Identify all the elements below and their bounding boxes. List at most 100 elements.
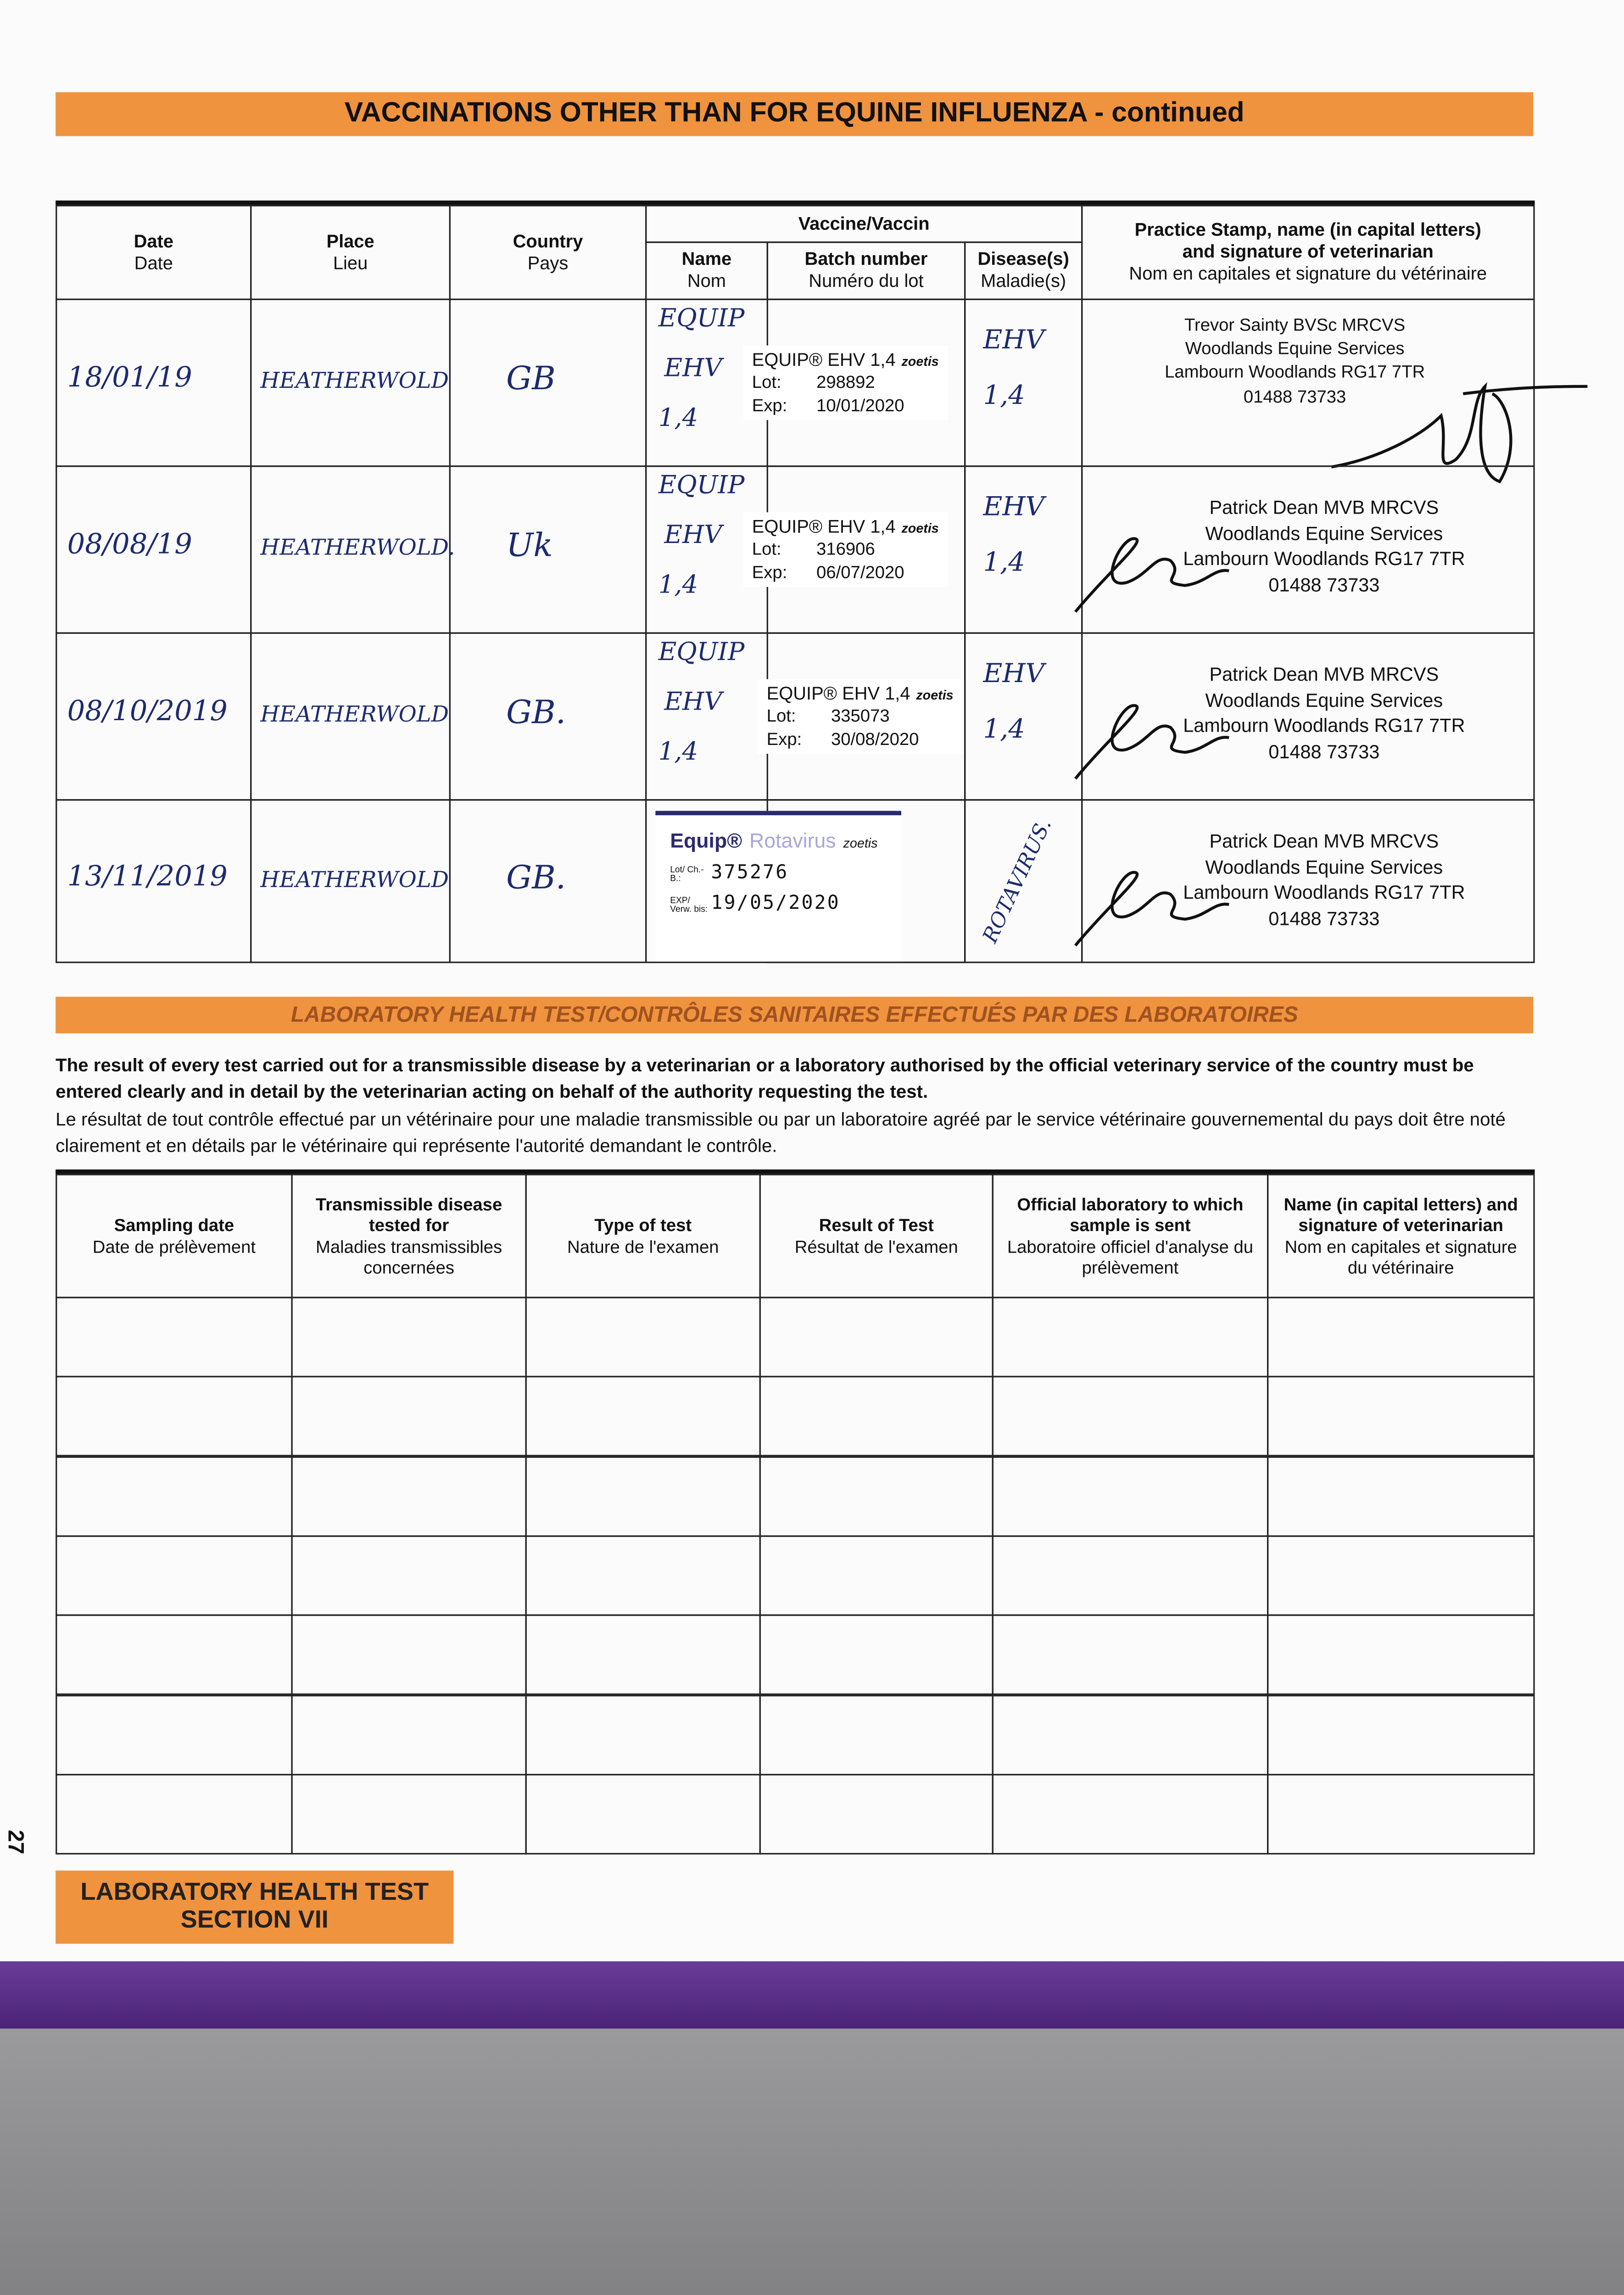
stamp-line: Lambourn Woodlands RG17 7TR: [1165, 362, 1425, 383]
stamp-line: Woodlands Equine Services: [1205, 521, 1443, 544]
lab-table-cell[interactable]: [525, 1614, 761, 1696]
lab-table-cell[interactable]: [525, 1455, 761, 1536]
header-stamp: Practice Stamp, name (in capital letters…: [1081, 205, 1535, 300]
name-handwritten: 1,4: [658, 738, 698, 767]
zoetis-logo: zoetis: [843, 835, 878, 851]
lab-table-cell[interactable]: [759, 1774, 993, 1854]
lab-table-cell[interactable]: [759, 1535, 993, 1616]
disease-handwritten: EHV: [983, 325, 1044, 356]
lab-table-cell[interactable]: [992, 1774, 1269, 1854]
place-handwritten: HEATHERWOLD: [260, 367, 449, 394]
lab-table-cell[interactable]: [992, 1376, 1269, 1457]
lab-table-cell[interactable]: [525, 1376, 761, 1457]
sticker-lot: Lot: 298892: [752, 372, 939, 395]
lab-table-cell[interactable]: [56, 1535, 293, 1616]
table-cell: [645, 799, 966, 963]
lab-table-cell[interactable]: [525, 1297, 761, 1377]
lab-table-cell[interactable]: [1267, 1297, 1535, 1377]
disease-handwritten: 1,4: [983, 714, 1025, 745]
lab-table-cell[interactable]: [291, 1774, 527, 1854]
lab-table-cell[interactable]: [1267, 1535, 1535, 1616]
lab-table-cell[interactable]: [291, 1535, 527, 1616]
lab-table-cell[interactable]: [759, 1614, 993, 1696]
name-handwritten: EHV: [664, 521, 722, 550]
table-top-rule: [56, 200, 1535, 205]
lab-table-cell[interactable]: [759, 1694, 993, 1775]
scanner-background: [0, 2028, 1624, 2295]
vaccine-sticker: EQUIP® EHV 1,4 zoetis Lot: 335073 Exp: 30/08/…: [758, 679, 962, 755]
header-disease: Disease(s) Maladie(s): [964, 241, 1083, 300]
lab-table-cell[interactable]: [1267, 1774, 1535, 1854]
stamp-line: Woodlands Equine Services: [1185, 338, 1405, 359]
stamp-line: Lambourn Woodlands RG17 7TR: [1183, 714, 1465, 737]
exp-value: 30/08/2020: [831, 728, 919, 750]
veterinarian-signature: [1074, 704, 1229, 780]
practice-stamp: Patrick Dean MVB MRCVS Woodlands Equine S…: [1156, 661, 1492, 764]
date-handwritten: 08/08/19: [67, 528, 192, 561]
header-batch: Batch number Numéro du lot: [766, 241, 966, 300]
lab-table-cell[interactable]: [992, 1297, 1269, 1377]
country-handwritten: GB: [506, 361, 556, 398]
passport-cover-edge: [0, 1961, 1624, 2029]
lab-table-cell[interactable]: [1267, 1455, 1535, 1536]
lab-header-fr: Résultat de l'examen: [794, 1236, 958, 1257]
stamp-line: Woodlands Equine Services: [1205, 688, 1443, 711]
lab-table-cell[interactable]: [291, 1455, 527, 1536]
sticker-name: EQUIP® EHV 1,4 zoetis: [752, 515, 939, 539]
veterinarian-signature: [1074, 537, 1229, 613]
vaccine-sticker: EQUIP® EHV 1,4 zoetis Lot: 298892 Exp: 10/01/…: [743, 345, 948, 421]
lab-header-0: Sampling date Date de prélèvement: [56, 1174, 293, 1299]
sticker-product-variant: Rotavirus: [749, 828, 836, 852]
name-handwritten: EQUIP: [658, 471, 745, 501]
sticker-lot: Lot: 335073: [767, 706, 954, 729]
lab-table-cell[interactable]: [291, 1614, 527, 1696]
exp-label: Exp:: [766, 728, 802, 750]
lab-table-cell[interactable]: [56, 1376, 293, 1457]
practice-stamp: Patrick Dean MVB MRCVS Woodlands Equine S…: [1156, 495, 1492, 598]
header-place-line: Lieu: [333, 252, 368, 273]
lab-table-cell[interactable]: [759, 1376, 993, 1457]
lab-table-cell[interactable]: [56, 1694, 293, 1775]
header-place-line: Place: [326, 230, 374, 251]
header-date-line: Date: [134, 230, 173, 251]
lab-table-cell[interactable]: [525, 1774, 761, 1854]
intro-text: The result of every test carried out for…: [56, 1052, 1536, 1159]
lab-table-cell[interactable]: [56, 1614, 293, 1696]
exp-label: Exp:: [752, 395, 787, 416]
stamp-line: Patrick Dean MVB MRCVS: [1209, 496, 1439, 518]
date-handwritten: 18/01/19: [67, 361, 192, 394]
lab-table-cell[interactable]: [992, 1455, 1269, 1536]
zoetis-logo: zoetis: [901, 354, 939, 369]
lab-table-cell[interactable]: [56, 1455, 293, 1536]
header-name-line: Nom: [687, 270, 726, 291]
lab-table-cell[interactable]: [992, 1535, 1269, 1616]
passport-page: [0, 0, 1624, 1969]
lab-table-cell[interactable]: [992, 1694, 1269, 1775]
lab-header-1: Transmissible disease tested for Maladies…: [291, 1174, 527, 1299]
lot-value: 375276: [711, 862, 789, 884]
vaccine-sticker: Equip® Rotavirus zoetis Lot/ Ch.-B.: 375276 E…: [655, 811, 901, 962]
lab-table-cell[interactable]: [1267, 1694, 1535, 1775]
lab-table-cell[interactable]: [291, 1297, 527, 1377]
stamp-line: Lambourn Woodlands RG17 7TR: [1183, 881, 1465, 903]
lab-table-cell[interactable]: [291, 1376, 527, 1457]
lab-table-cell[interactable]: [992, 1614, 1269, 1696]
sticker-name: EQUIP® EHV 1,4 zoetis: [752, 348, 939, 372]
disease-handwritten: 1,4: [983, 381, 1025, 412]
lab-table-cell[interactable]: [56, 1297, 293, 1377]
header-vaccine-line: Vaccine/Vaccin: [798, 213, 930, 234]
lab-table-cell[interactable]: [291, 1694, 527, 1775]
lab-table-cell[interactable]: [525, 1694, 761, 1775]
lab-table-cell[interactable]: [759, 1455, 993, 1536]
lab-table-cell[interactable]: [56, 1774, 293, 1854]
header-stamp-line: Practice Stamp, name (in capital letters…: [1134, 219, 1481, 240]
lab-table-cell[interactable]: [759, 1297, 993, 1377]
lab-table-cell[interactable]: [1267, 1614, 1535, 1696]
lab-section-title: LABORATORY HEALTH TEST/CONTRÔLES SANITAI…: [56, 996, 1534, 1034]
stamp-line: Patrick Dean MVB MRCVS: [1209, 830, 1439, 852]
lab-table-cell[interactable]: [525, 1535, 761, 1616]
lot-label: Lot/ Ch.-B.:: [670, 866, 704, 884]
lab-header-en: Sampling date: [114, 1215, 234, 1236]
stamp-line: 01488 73733: [1268, 573, 1380, 595]
lab-table-cell[interactable]: [1267, 1376, 1535, 1457]
